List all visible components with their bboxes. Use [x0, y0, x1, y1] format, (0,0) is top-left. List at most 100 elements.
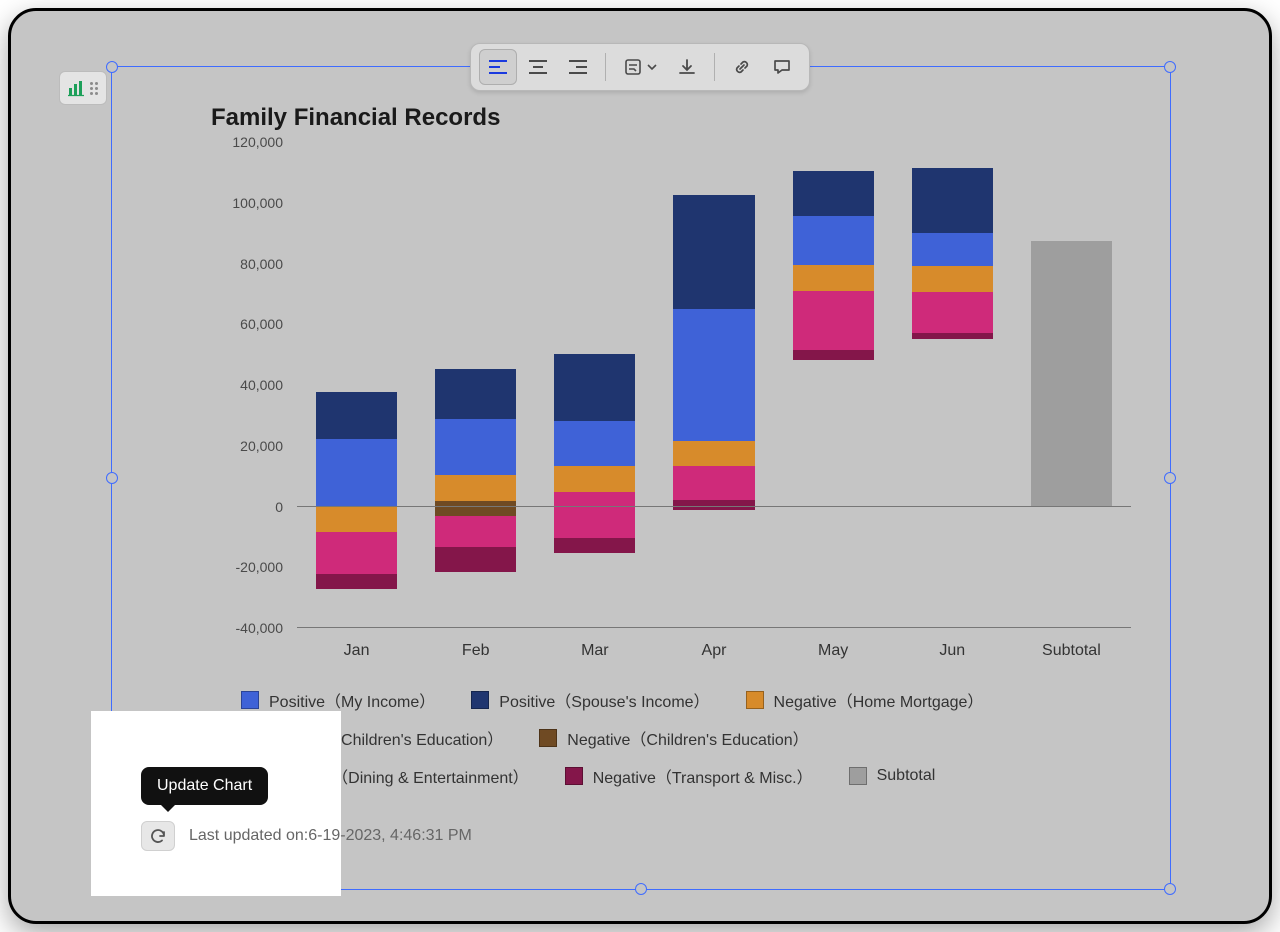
bar-column — [1012, 142, 1131, 627]
legend-item[interactable]: Negative（Children's Education） — [539, 726, 808, 750]
bar-column — [654, 142, 773, 627]
legend-swatch — [471, 691, 489, 709]
bar-segment-home_mortgage — [554, 466, 635, 492]
y-tick-label: -40,000 — [236, 620, 283, 636]
legend-item[interactable]: Subtotal — [849, 764, 936, 788]
legend-item[interactable]: Negative（Home Mortgage） — [746, 688, 984, 712]
legend-swatch — [539, 729, 557, 747]
legend-label: Positive（Spouse's Income） — [499, 688, 709, 712]
y-tick-label: 20,000 — [240, 438, 283, 454]
align-right-button[interactable] — [559, 49, 597, 85]
refresh-icon — [149, 827, 167, 845]
bar-column — [893, 142, 1012, 627]
y-tick-label: 0 — [275, 499, 283, 515]
bar-segment-home_mortgage — [316, 506, 397, 532]
align-left-icon — [488, 58, 508, 76]
resize-handle-mr[interactable] — [1164, 472, 1176, 484]
resize-handle-tl[interactable] — [106, 61, 118, 73]
x-tick-label: Jan — [297, 642, 416, 660]
x-tick-label: Feb — [416, 642, 535, 660]
bar-column — [416, 142, 535, 627]
y-tick-label: 60,000 — [240, 316, 283, 332]
toolbar-divider — [605, 53, 606, 81]
legend-swatch — [746, 691, 764, 709]
bar-segment-dining_entertainment — [912, 292, 993, 333]
legend-item[interactable]: Negative（Transport & Misc.） — [565, 764, 813, 788]
x-axis-labels: JanFebMarAprMayJunSubtotal — [297, 642, 1131, 660]
align-left-button[interactable] — [479, 49, 517, 85]
align-center-icon — [528, 58, 548, 76]
bar-segment-transport_misc — [793, 350, 874, 361]
bar-segment-spouse_income — [912, 168, 993, 233]
bar-segment-my_income — [316, 439, 397, 506]
bar-segment-my_income — [793, 216, 874, 265]
resize-handle-mb[interactable] — [635, 883, 647, 895]
bar-column — [297, 142, 416, 627]
y-tick-label: 120,000 — [232, 134, 283, 150]
y-tick-label: 80,000 — [240, 256, 283, 272]
align-right-icon — [568, 58, 588, 76]
floating-toolbar — [470, 43, 810, 91]
bar-segment-dining_entertainment — [793, 291, 874, 350]
update-chart-tooltip: Update Chart — [141, 767, 268, 805]
bar-chart-icon — [68, 79, 86, 97]
download-icon — [677, 57, 697, 77]
bar-segment-children_education_neg — [435, 501, 516, 516]
bar-segment-subtotal — [1031, 241, 1112, 506]
y-tick-label: 100,000 — [232, 195, 283, 211]
resize-handle-ml[interactable] — [106, 472, 118, 484]
link-icon — [732, 57, 752, 77]
bar-segment-spouse_income — [793, 171, 874, 216]
resize-handle-br[interactable] — [1164, 883, 1176, 895]
bar-segment-my_income — [673, 309, 754, 441]
x-tick-label: Jun — [893, 642, 1012, 660]
bar-segment-spouse_income — [435, 369, 516, 419]
bar-segment-my_income — [435, 419, 516, 475]
legend-item[interactable]: Positive（Spouse's Income） — [471, 688, 709, 712]
x-tick-label: Subtotal — [1012, 642, 1131, 660]
comment-button[interactable] — [763, 49, 801, 85]
wrap-icon — [623, 57, 643, 77]
legend-label: Negative（Home Mortgage） — [774, 688, 984, 712]
bar-segment-home_mortgage — [435, 475, 516, 501]
bar-segment-transport_misc — [316, 574, 397, 589]
bar-column — [774, 142, 893, 627]
bar-segment-dining_entertainment — [673, 466, 754, 499]
chart-plot: -40,000-20,000020,00040,00060,00080,0001… — [211, 142, 1131, 628]
refresh-button[interactable] — [141, 821, 175, 851]
download-button[interactable] — [668, 49, 706, 85]
last-updated-label: Last updated on:6-19-2023, 4:46:31 PM — [189, 827, 472, 845]
bar-segment-dining_entertainment — [554, 492, 635, 537]
x-tick-label: May — [774, 642, 893, 660]
legend-item[interactable]: Positive（My Income） — [241, 688, 435, 712]
resize-handle-tr[interactable] — [1164, 61, 1176, 73]
chart-title: Family Financial Records — [211, 104, 1131, 132]
block-chart-handle[interactable] — [59, 71, 107, 105]
bar-segment-spouse_income — [554, 354, 635, 421]
legend-label: Subtotal — [877, 767, 936, 785]
x-tick-label: Mar — [535, 642, 654, 660]
app-frame: Family Financial Records -40,000-20,0000… — [8, 8, 1272, 924]
legend-label: Negative（Children's Education） — [567, 726, 808, 750]
bar-segment-home_mortgage — [673, 441, 754, 467]
wrap-settings-button[interactable] — [614, 49, 666, 85]
bar-segment-home_mortgage — [793, 265, 874, 291]
bar-segment-transport_misc — [554, 538, 635, 553]
bar-column — [535, 142, 654, 627]
y-axis: -40,000-20,000020,00040,00060,00080,0001… — [211, 142, 291, 628]
bar-segment-transport_misc — [912, 333, 993, 339]
bar-segment-my_income — [912, 233, 993, 266]
link-button[interactable] — [723, 49, 761, 85]
chart-container: Family Financial Records -40,000-20,0000… — [211, 96, 1131, 796]
bar-segment-transport_misc — [435, 547, 516, 573]
plot-area — [297, 142, 1131, 628]
toolbar-divider — [714, 53, 715, 81]
align-center-button[interactable] — [519, 49, 557, 85]
drag-handle-icon — [90, 82, 98, 95]
legend-swatch — [565, 767, 583, 785]
canvas: Family Financial Records -40,000-20,0000… — [11, 11, 1269, 921]
bar-segment-dining_entertainment — [435, 516, 516, 546]
x-tick-label: Apr — [654, 642, 773, 660]
footer-row: Last updated on:6-19-2023, 4:46:31 PM — [141, 821, 472, 851]
chart-legend: Positive（My Income） Positive（Spouse's Inc… — [241, 688, 1131, 788]
